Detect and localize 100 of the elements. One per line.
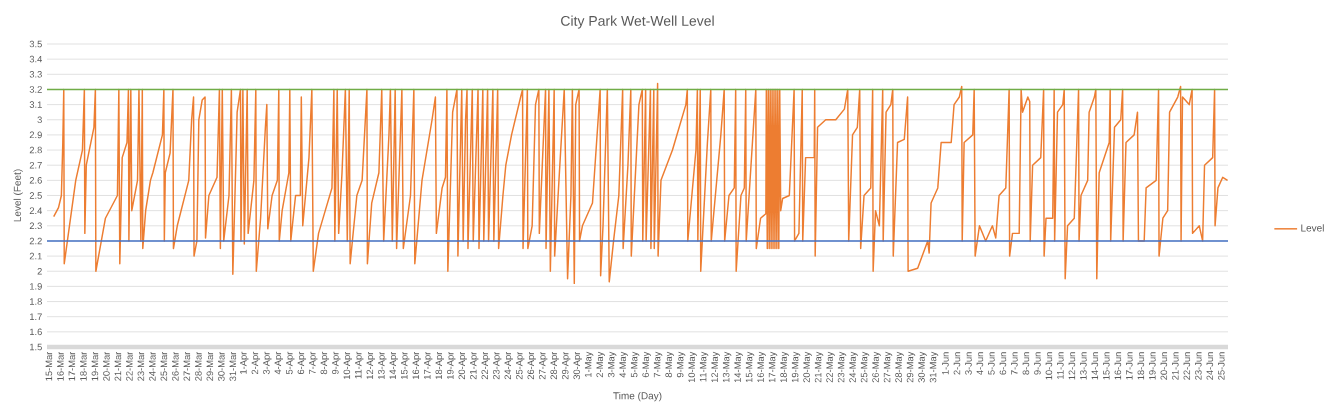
x-tick-label: 6-Apr [297, 351, 307, 375]
x-tick-label: 19-Apr [447, 351, 456, 380]
x-tick-label: 3-Jun [965, 352, 972, 375]
x-tick-label: 4-Apr [274, 351, 283, 375]
x-tick-label: 8-Apr [320, 351, 330, 375]
x-tick-label: 25-Mar [160, 351, 168, 381]
x-tick-label: 25-Jun [1218, 352, 1225, 380]
y-tick-label: 3.1 [29, 101, 42, 108]
x-tick-label: 20-May [803, 351, 812, 383]
x-tick-label: 29-Apr [561, 351, 571, 380]
x-tick-label: 17-Apr [424, 351, 433, 380]
x-tick-label: 29-May [906, 351, 916, 383]
x-tick-label: 8-May [665, 351, 674, 378]
x-tick-label: 18-Jun [1137, 352, 1145, 380]
x-tick-label: 15-May [745, 351, 755, 383]
x-tick-label: 21-May [814, 351, 824, 383]
legend-label: Level [1301, 224, 1324, 232]
x-tick-label: 21-Mar [114, 351, 122, 381]
x-tick-label: 18-Apr [435, 351, 444, 380]
y-tick-label: 2.9 [29, 131, 42, 139]
y-tick-label: 1.6 [30, 328, 42, 336]
x-tick-label: 26-Apr [527, 351, 536, 380]
x-tick-label: 2-Apr [251, 351, 261, 375]
y-tick-label: 2.2 [29, 237, 42, 245]
x-tick-label: 25-Apr [515, 351, 525, 380]
x-tick-label: 30-May [918, 351, 927, 383]
y-tick-label: 2.4 [29, 207, 43, 214]
x-tick-label: 22-Jun [1183, 352, 1191, 380]
x-tick-label: 14-May [734, 351, 743, 383]
x-tick-label: 4-May [619, 351, 628, 378]
y-tick-label: 1.5 [30, 343, 42, 351]
x-tick-label: 5-May [630, 351, 640, 378]
x-tick-label: 23-Mar [137, 351, 145, 381]
x-tick-label: 20-Apr [458, 351, 467, 380]
x-tick-label: 20-Mar [103, 351, 110, 381]
x-tick-label: 20-Jun [1160, 352, 1168, 380]
x-tick-label: 28-May [895, 351, 904, 383]
x-tick-label: 9-Apr [332, 351, 341, 375]
x-tick-label: 26-May [872, 351, 881, 383]
y-tick-label: 2.1 [29, 252, 42, 260]
x-tick-label: 6-Jun [999, 352, 1007, 375]
x-tick-label: 27-May [883, 351, 893, 383]
y-tick-label: 2.7 [29, 161, 42, 169]
x-tick-label: 16-May [757, 351, 766, 383]
x-tick-label: 31-May [929, 351, 939, 383]
y-tick-label: 2.8 [29, 146, 42, 154]
x-tick-label: 6-May [642, 351, 651, 378]
x-tick-label: 14-Jun [1091, 352, 1099, 380]
x-tick-label: 27-Mar [183, 351, 191, 381]
x-tick-label: 21-Apr [469, 351, 479, 380]
x-tick-label: 5-Jun [988, 352, 995, 375]
y-tick-label: 1.7 [30, 313, 42, 320]
x-tick-label: 21-Jun [1172, 352, 1179, 380]
x-tick-label: 13-May [722, 351, 732, 383]
x-tick-label: 2-May [596, 351, 605, 378]
x-tick-label: 17-Jun [1126, 352, 1133, 380]
x-tick-label: 30-Mar [218, 351, 225, 381]
x-tick-label: 18-May [780, 351, 789, 383]
x-tick-label: 10-Jun [1045, 352, 1053, 380]
y-tick-label: 1.9 [30, 283, 42, 290]
x-tick-label: 19-May [791, 351, 801, 383]
x-tick-label: 24-Jun [1206, 352, 1214, 380]
x-tick-label: 25-May [860, 351, 870, 383]
x-tick-label: 31-Mar [229, 351, 237, 381]
y-tick-label: 2 [37, 268, 42, 275]
x-tick-label: 2-Jun [953, 352, 961, 375]
x-tick-label: 24-May [849, 351, 858, 383]
x-tick-label: 9-May [676, 351, 686, 378]
x-tick-label: 26-Mar [172, 351, 179, 381]
y-tick-label: 3.2 [29, 86, 42, 93]
x-tick-label: 9-Jun [1034, 352, 1041, 375]
x-tick-label: 28-Mar [195, 351, 202, 381]
y-tick-label: 3.5 [29, 40, 42, 48]
x-tick-label: 29-Mar [206, 351, 214, 381]
x-tick-label: 11-May [699, 351, 709, 382]
x-tick-label: 11-Apr [355, 351, 364, 379]
x-tick-label: 3-May [607, 351, 617, 378]
x-tick-label: 1-Apr [240, 351, 249, 374]
chart-title: City Park Wet-Well Level [561, 15, 714, 29]
x-tick-label: 17-Mar [68, 351, 76, 381]
x-tick-label: 10-Apr [343, 351, 352, 380]
x-tick-label: 11-Jun [1057, 352, 1064, 379]
x-tick-label: 22-Mar [126, 351, 133, 381]
x-tick-label: 15-Mar [45, 351, 53, 381]
x-tick-label: 16-Apr [412, 351, 421, 380]
x-tick-label: 24-Apr [504, 351, 513, 380]
y-tick-label: 3 [37, 116, 42, 124]
y-tick-label: 2.6 [29, 177, 42, 184]
x-tick-label: 5-Apr [286, 351, 295, 375]
y-tick-label: 2.3 [29, 222, 42, 230]
x-tick-label: 18-Mar [80, 351, 87, 381]
x-tick-label: 7-May [653, 351, 663, 378]
x-tick-label: 28-Apr [550, 351, 559, 380]
x-tick-label: 30-Apr [573, 351, 582, 380]
x-tick-label: 24-Mar [149, 351, 156, 381]
x-tick-label: 3-Apr [263, 351, 272, 375]
x-tick-label: 22-May [826, 351, 835, 383]
x-tick-label: 15-Apr [401, 351, 410, 380]
x-tick-label: 23-Jun [1195, 352, 1202, 380]
x-tick-label: 13-Apr [378, 351, 387, 380]
